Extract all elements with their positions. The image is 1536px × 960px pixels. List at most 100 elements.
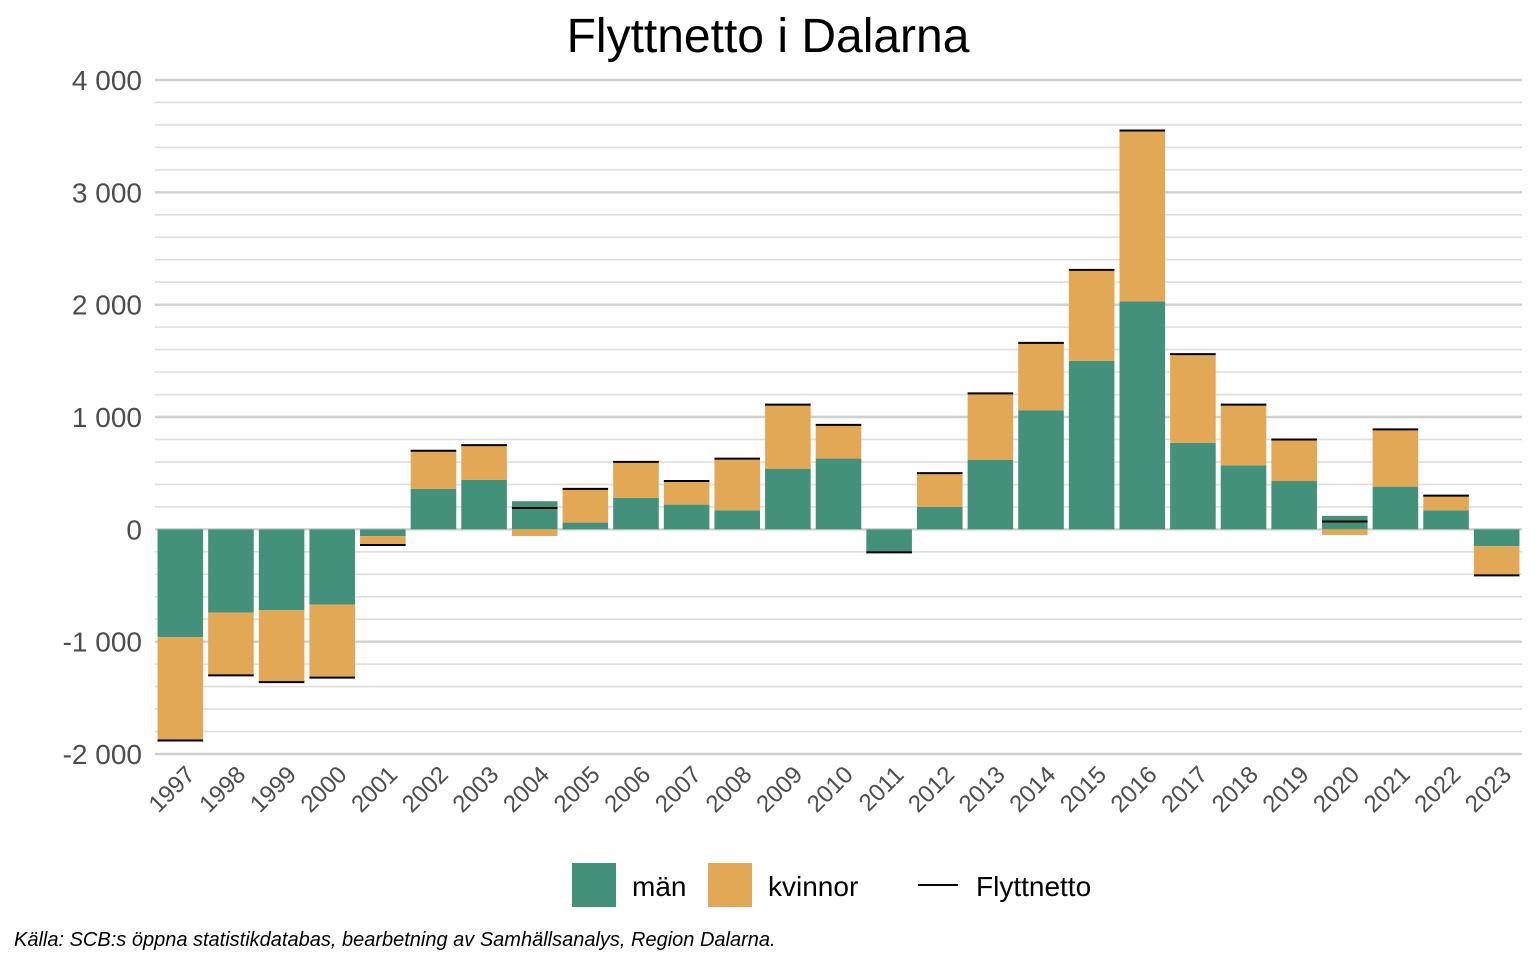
bar-kvinnor-2014 xyxy=(1018,342,1064,411)
bar-kvinnor-2016 xyxy=(1119,130,1166,302)
bar-kvinnor-2005 xyxy=(562,488,609,523)
x-tick-label: 2011 xyxy=(854,761,910,817)
x-tick-label: 2012 xyxy=(903,761,960,818)
x-tick-label: 2004 xyxy=(498,761,555,818)
bar-man-2012 xyxy=(916,506,963,530)
x-tick-label: 2010 xyxy=(802,761,859,818)
bar-kvinnor-2021 xyxy=(1372,429,1419,487)
bar-man-2017 xyxy=(1170,442,1216,530)
bars xyxy=(157,130,1520,741)
y-tick-label: -1 000 xyxy=(63,627,142,658)
bar-kvinnor-1998 xyxy=(208,612,254,676)
bar-man-2001 xyxy=(360,529,406,537)
legend: män kvinnor Flyttnetto xyxy=(572,863,1091,907)
x-axis: 1997199819992000200120022003200420052006… xyxy=(144,761,1517,818)
bar-kvinnor-2010 xyxy=(815,424,862,459)
x-tick-label: 2020 xyxy=(1308,761,1365,818)
bar-man-2007 xyxy=(663,504,710,530)
legend-label-kvinnor: kvinnor xyxy=(768,871,858,902)
bar-man-2016 xyxy=(1119,301,1166,530)
x-tick-label: 2017 xyxy=(1156,761,1213,818)
x-tick-label: 2008 xyxy=(701,761,758,818)
bar-kvinnor-2017 xyxy=(1170,354,1216,443)
bar-kvinnor-2019 xyxy=(1271,439,1317,482)
y-tick-label: 1 000 xyxy=(72,402,142,433)
bar-kvinnor-2007 xyxy=(663,481,710,505)
chart-title: Flyttnetto i Dalarna xyxy=(567,10,970,63)
bar-kvinnor-2020 xyxy=(1322,529,1368,535)
x-tick-label: 2022 xyxy=(1409,761,1466,818)
bar-kvinnor-2001 xyxy=(360,536,406,546)
x-tick-label: 2006 xyxy=(599,761,656,818)
x-tick-label: 2003 xyxy=(447,761,504,818)
bar-man-2009 xyxy=(765,468,811,530)
x-tick-label: 2000 xyxy=(296,761,353,818)
bar-man-2005 xyxy=(562,522,609,530)
bar-kvinnor-2004 xyxy=(511,529,558,537)
bar-man-2002 xyxy=(410,488,457,530)
x-tick-label: 2013 xyxy=(954,761,1011,818)
bar-man-2018 xyxy=(1220,465,1267,530)
x-tick-label: 2023 xyxy=(1460,761,1517,818)
bar-kvinnor-2023 xyxy=(1473,546,1520,576)
bar-kvinnor-2022 xyxy=(1423,495,1469,511)
legend-swatch-kvinnor xyxy=(708,863,752,907)
bar-man-1997 xyxy=(157,529,204,638)
bar-kvinnor-2006 xyxy=(613,461,659,498)
bar-man-2000 xyxy=(309,529,355,605)
legend-label-flyttnetto: Flyttnetto xyxy=(976,871,1091,902)
bar-man-2013 xyxy=(967,459,1014,530)
y-tick-label: -2 000 xyxy=(63,739,142,770)
x-tick-label: 1999 xyxy=(245,761,302,818)
bar-man-1998 xyxy=(208,529,254,613)
bar-kvinnor-2002 xyxy=(410,450,457,489)
x-tick-label: 2009 xyxy=(751,761,808,818)
bar-man-2003 xyxy=(461,479,507,530)
x-tick-label: 2007 xyxy=(650,761,707,818)
bar-kvinnor-2009 xyxy=(765,404,811,469)
bar-kvinnor-2003 xyxy=(461,445,507,480)
bar-man-2010 xyxy=(815,458,862,530)
y-tick-label: 0 xyxy=(126,514,142,545)
bar-man-2021 xyxy=(1372,486,1419,530)
x-tick-label: 2014 xyxy=(1004,761,1061,818)
source-caption: Källa: SCB:s öppna statistikdatabas, bea… xyxy=(14,929,776,951)
x-tick-label: 2001 xyxy=(346,761,403,818)
legend-label-man: män xyxy=(632,871,686,902)
x-tick-label: 2016 xyxy=(1106,761,1163,818)
bar-man-2023 xyxy=(1473,529,1520,547)
x-tick-label: 2002 xyxy=(397,761,454,818)
bar-man-2011 xyxy=(866,529,912,552)
y-tick-label: 4 000 xyxy=(72,65,142,96)
x-tick-label: 2005 xyxy=(549,761,606,818)
y-tick-label: 2 000 xyxy=(72,290,142,321)
bar-man-2004 xyxy=(511,501,558,530)
x-tick-label: 1997 xyxy=(144,761,201,818)
bar-man-2022 xyxy=(1423,510,1469,530)
y-tick-label: 3 000 xyxy=(72,177,142,208)
bar-kvinnor-2013 xyxy=(967,393,1014,460)
bar-man-2015 xyxy=(1068,360,1115,530)
x-tick-label: 2019 xyxy=(1258,761,1315,818)
bar-man-1999 xyxy=(258,529,305,611)
x-tick-label: 2018 xyxy=(1207,761,1264,818)
x-tick-label: 1998 xyxy=(194,761,251,818)
y-axis: -2 000 -1 000 0 1 000 2 000 3 000 4 000 xyxy=(63,65,142,770)
bar-man-2019 xyxy=(1271,481,1317,530)
bar-man-2020 xyxy=(1322,515,1368,530)
x-tick-label: 2021 xyxy=(1359,761,1416,818)
legend-swatch-man xyxy=(572,863,616,907)
bar-kvinnor-2018 xyxy=(1220,404,1267,466)
bar-man-2014 xyxy=(1018,410,1064,530)
bar-man-2006 xyxy=(613,497,659,530)
x-tick-label: 2015 xyxy=(1055,761,1112,818)
bar-kvinnor-2012 xyxy=(916,473,963,507)
bar-kvinnor-2015 xyxy=(1068,269,1115,361)
grid xyxy=(155,78,1522,756)
net-lines xyxy=(157,129,1520,742)
bar-kvinnor-1997 xyxy=(157,637,204,741)
bar-kvinnor-1999 xyxy=(258,610,305,683)
bar-kvinnor-2000 xyxy=(309,604,355,678)
bar-kvinnor-2008 xyxy=(714,458,761,511)
